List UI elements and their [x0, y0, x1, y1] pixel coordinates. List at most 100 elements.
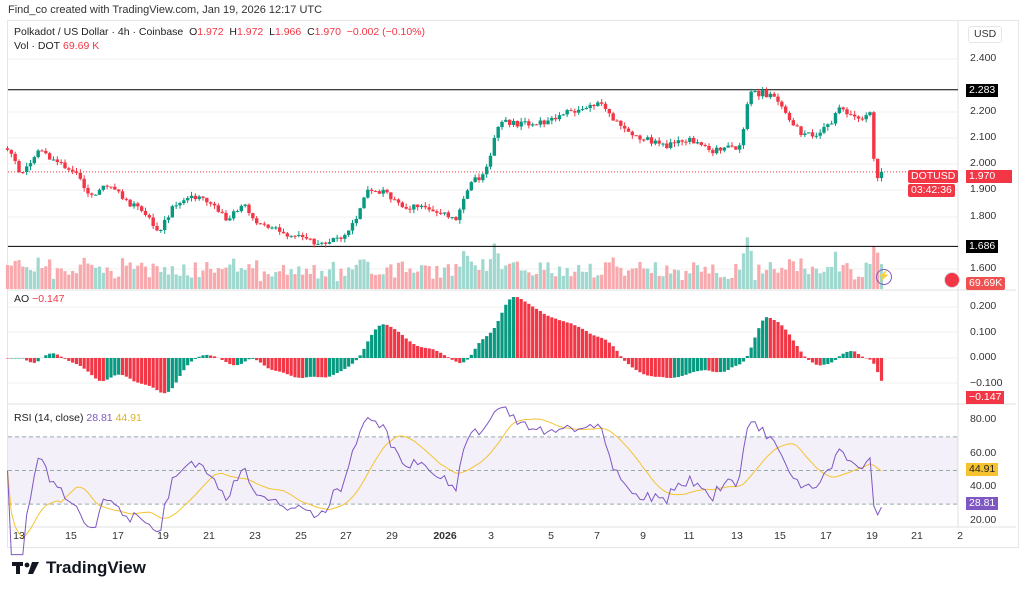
ao-bar [32, 358, 36, 363]
date-axis-label: 13 [13, 530, 25, 542]
date-axis-label: 9 [640, 530, 646, 542]
candle-body [293, 235, 297, 237]
ao-bar [718, 358, 723, 373]
volume-bar [592, 277, 596, 289]
candle-body [201, 196, 205, 198]
candle-body [82, 178, 86, 188]
currency-button[interactable]: USD [968, 26, 1003, 43]
volume-bar [266, 274, 270, 289]
volume-bar [596, 275, 600, 289]
high-value: 1.972 [236, 26, 264, 38]
volume-bar [78, 264, 82, 289]
ao-bar [600, 337, 604, 358]
ao-bar [469, 354, 473, 358]
candle-body [339, 237, 343, 239]
candle-body [419, 205, 424, 208]
candle-body [546, 120, 550, 125]
candle-body [745, 104, 750, 130]
ao-bar [297, 358, 301, 378]
ao-bar [458, 358, 462, 364]
candle-body [266, 224, 270, 228]
ao-bar [251, 358, 255, 359]
volume-bar [853, 279, 857, 289]
ao-bar [239, 358, 243, 364]
ao-bar [508, 299, 512, 358]
tradingview-logo[interactable]: TradingView [12, 558, 146, 578]
volume-bar [113, 278, 117, 289]
volume-bar [500, 269, 504, 289]
candle-body [212, 203, 217, 206]
ao-bar [715, 358, 719, 373]
volume-bar [481, 259, 485, 289]
date-axis-label: 19 [157, 530, 169, 542]
rsi-ma-legend-value: 44.91 [115, 412, 142, 424]
volume-bar [243, 269, 247, 289]
candle-body [699, 142, 704, 145]
volume-bar [680, 279, 684, 289]
rsi-axis-label: 80.00 [970, 413, 997, 425]
candle-body [216, 205, 221, 212]
candle-body [182, 200, 186, 204]
ao-legend-value: −0.147 [32, 293, 65, 305]
candle-body [423, 205, 428, 208]
volume-bar [749, 250, 753, 289]
volume-bar [534, 274, 539, 289]
volume-bar [427, 266, 431, 289]
volume-bar [124, 265, 128, 289]
volume-legend: Vol · DOT 69.69 K [14, 40, 99, 52]
candle-body [741, 129, 746, 146]
volume-bar [120, 258, 125, 289]
candle-body [515, 120, 520, 127]
candle-body [665, 143, 669, 148]
volume-bar [856, 276, 861, 289]
ao-bar [734, 358, 738, 366]
volume-bar [695, 265, 700, 289]
ao-bar [818, 358, 822, 366]
ao-bar [753, 337, 757, 358]
ao-bar [13, 358, 17, 359]
ao-bar [105, 358, 109, 380]
price-axis-label: 2.000 [970, 157, 997, 169]
lightning-icon[interactable]: ⚡ [876, 269, 892, 285]
volume-bar [799, 258, 803, 289]
ao-bar [876, 358, 880, 373]
volume-bar [676, 270, 680, 289]
ao-bar [592, 335, 596, 358]
date-axis-label: 21 [203, 530, 215, 542]
ao-bar [711, 358, 715, 372]
candle-body [757, 90, 761, 97]
ao-bar [772, 319, 776, 358]
volume-bar [492, 243, 496, 289]
candle-body [28, 163, 33, 167]
candle-body [580, 109, 585, 111]
candle-body [400, 202, 405, 208]
volume-bar [316, 278, 320, 289]
ao-bar [25, 358, 29, 361]
date-axis-label: 23 [249, 530, 261, 542]
candle-body [645, 137, 650, 140]
ao-bar [630, 358, 634, 368]
volume-bar [707, 273, 711, 289]
volume-bar [281, 265, 286, 289]
candle-body [220, 211, 224, 213]
candle-body [415, 204, 420, 208]
candle-body [856, 116, 861, 119]
volume-bar [366, 261, 370, 289]
ao-bar [94, 358, 98, 379]
volume-bar [638, 261, 642, 289]
volume-bar [745, 237, 749, 289]
ao-bar [5, 358, 10, 359]
candle-body [469, 182, 474, 191]
volume-bar [504, 265, 508, 289]
volume-bar [97, 266, 102, 289]
ao-bar [163, 358, 167, 394]
ao-bar [189, 358, 194, 362]
ao-bar [481, 339, 485, 358]
ao-bar [661, 358, 665, 378]
volume-bar [542, 270, 546, 289]
volume-bar [48, 259, 52, 289]
ao-bar [17, 358, 21, 359]
ao-bar [504, 304, 508, 358]
ao-bar [569, 323, 573, 358]
